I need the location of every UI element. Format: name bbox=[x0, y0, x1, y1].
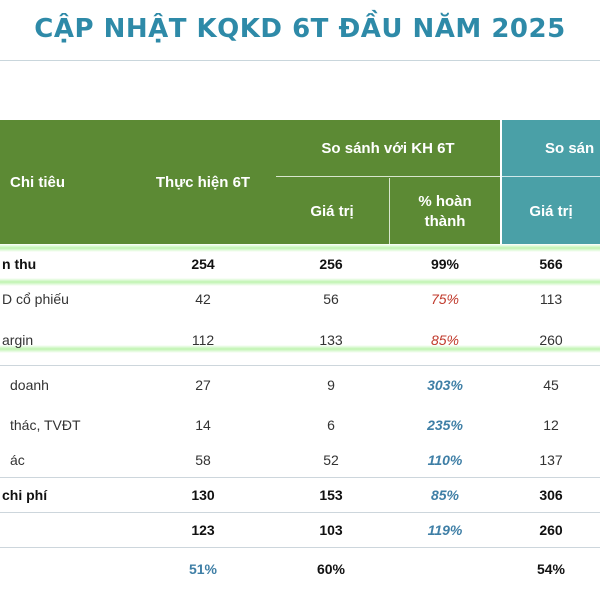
row-highlight bbox=[0, 278, 600, 286]
cell-pct: 99% bbox=[390, 256, 500, 272]
row-label: ác bbox=[0, 452, 150, 468]
row-label: chi phí bbox=[0, 487, 142, 503]
cell-right: 566 bbox=[502, 256, 600, 272]
header-gia-tri-right: Giá trị bbox=[502, 203, 600, 220]
header-pct-line1: % hoàn bbox=[418, 193, 471, 210]
row-divider bbox=[0, 477, 600, 478]
cell-actual: 123 bbox=[148, 522, 258, 538]
cell-plan: 133 bbox=[276, 332, 386, 348]
header-pct-hoan-thanh: % hoàn thành bbox=[390, 192, 500, 232]
cell-plan: 256 bbox=[276, 256, 386, 272]
cell-right: 12 bbox=[502, 417, 600, 433]
title-divider bbox=[0, 60, 600, 61]
cell-pct: 119% bbox=[390, 522, 500, 538]
row-label: D cổ phiếu bbox=[0, 291, 142, 307]
cell-pct: 85% bbox=[390, 487, 500, 503]
header-so-sanh-right: So sán bbox=[545, 140, 600, 157]
cell-plan: 52 bbox=[276, 452, 386, 468]
cell-plan: 6 bbox=[276, 417, 386, 433]
cell-right: 137 bbox=[502, 452, 600, 468]
cell-pct: 75% bbox=[390, 291, 500, 307]
row-label: thác, TVĐT bbox=[0, 417, 150, 433]
cell-pct: 303% bbox=[390, 377, 500, 393]
cell-pct: 235% bbox=[390, 417, 500, 433]
cell-right: 45 bbox=[502, 377, 600, 393]
cell-actual: 58 bbox=[148, 452, 258, 468]
page-title: CẬP NHẬT KQKD 6T ĐẦU NĂM 2025 bbox=[0, 14, 600, 44]
header-chi-tieu: Chi tiêu bbox=[10, 174, 130, 191]
header-divider bbox=[276, 176, 500, 177]
cell-plan: 60% bbox=[276, 561, 386, 577]
cell-plan: 56 bbox=[276, 291, 386, 307]
header-teal-block bbox=[502, 120, 600, 244]
cell-actual: 51% bbox=[148, 561, 258, 577]
cell-right: 54% bbox=[502, 561, 600, 577]
row-divider bbox=[0, 512, 600, 513]
header-thuc-hien: Thực hiện 6T bbox=[148, 174, 258, 191]
header-pct-line2: thành bbox=[425, 213, 466, 230]
row-label: doanh bbox=[0, 377, 150, 393]
row-highlight bbox=[0, 244, 600, 252]
cell-actual: 130 bbox=[148, 487, 258, 503]
cell-pct: 85% bbox=[390, 332, 500, 348]
row-divider bbox=[0, 365, 600, 366]
header-so-sanh-kh: So sánh với KH 6T bbox=[276, 140, 500, 157]
header-divider-right bbox=[502, 176, 600, 177]
cell-actual: 254 bbox=[148, 256, 258, 272]
cell-plan: 9 bbox=[276, 377, 386, 393]
cell-actual: 27 bbox=[148, 377, 258, 393]
cell-right: 260 bbox=[502, 332, 600, 348]
cell-right: 306 bbox=[502, 487, 600, 503]
cell-plan: 153 bbox=[276, 487, 386, 503]
cell-actual: 42 bbox=[148, 291, 258, 307]
cell-right: 260 bbox=[502, 522, 600, 538]
cell-pct: 110% bbox=[390, 452, 500, 468]
header-gia-tri: Giá trị bbox=[276, 203, 388, 220]
row-label: argin bbox=[0, 332, 142, 348]
cell-actual: 112 bbox=[148, 332, 258, 348]
cell-plan: 103 bbox=[276, 522, 386, 538]
cell-actual: 14 bbox=[148, 417, 258, 433]
row-divider bbox=[0, 547, 600, 548]
row-label: n thu bbox=[0, 256, 142, 272]
cell-right: 113 bbox=[502, 291, 600, 307]
